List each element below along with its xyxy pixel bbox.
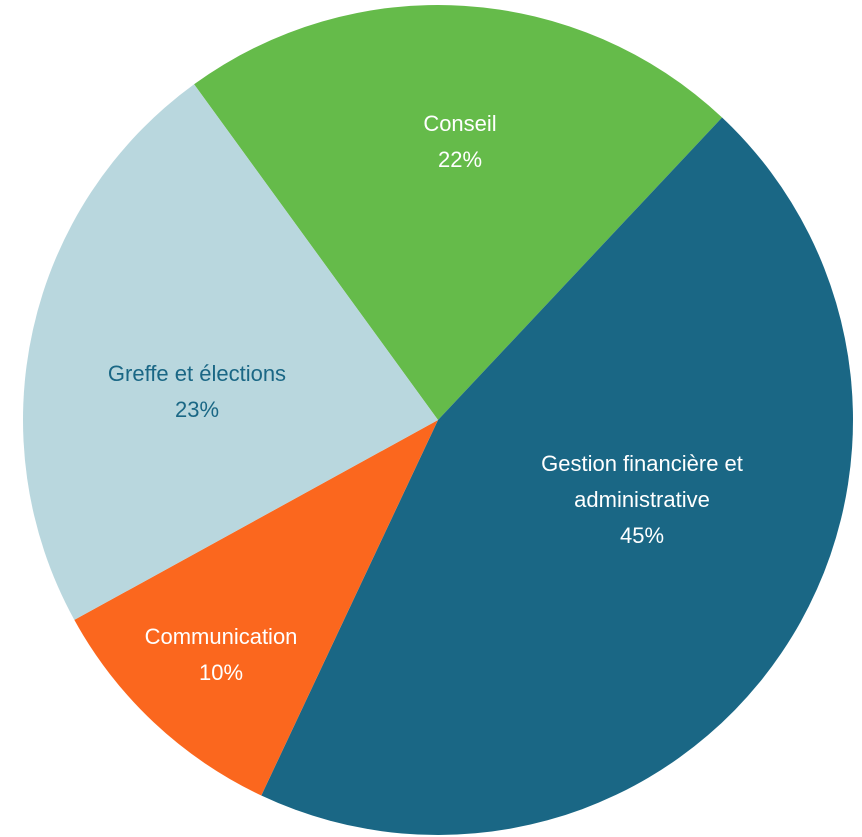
slice-label: Communication 10% bbox=[101, 619, 341, 691]
category-label: Conseil bbox=[423, 111, 497, 136]
pie-slice bbox=[194, 5, 723, 421]
slice-label: Conseil 22% bbox=[360, 106, 560, 178]
value-label: 45% bbox=[619, 523, 665, 548]
pie-slice bbox=[74, 420, 438, 796]
pie-slice bbox=[261, 117, 854, 835]
category-label: Gestion financière et administrative bbox=[541, 451, 743, 512]
slice-label: Greffe et élections 23% bbox=[57, 356, 337, 428]
category-label: Greffe et élections bbox=[107, 361, 287, 386]
value-label: 22% bbox=[437, 147, 483, 172]
pie-slice bbox=[23, 84, 439, 620]
value-label: 10% bbox=[198, 660, 244, 685]
value-label: 23% bbox=[174, 397, 220, 422]
category-label: Communication bbox=[144, 624, 298, 649]
slice-label: Gestion financière et administrative 45% bbox=[512, 446, 772, 554]
